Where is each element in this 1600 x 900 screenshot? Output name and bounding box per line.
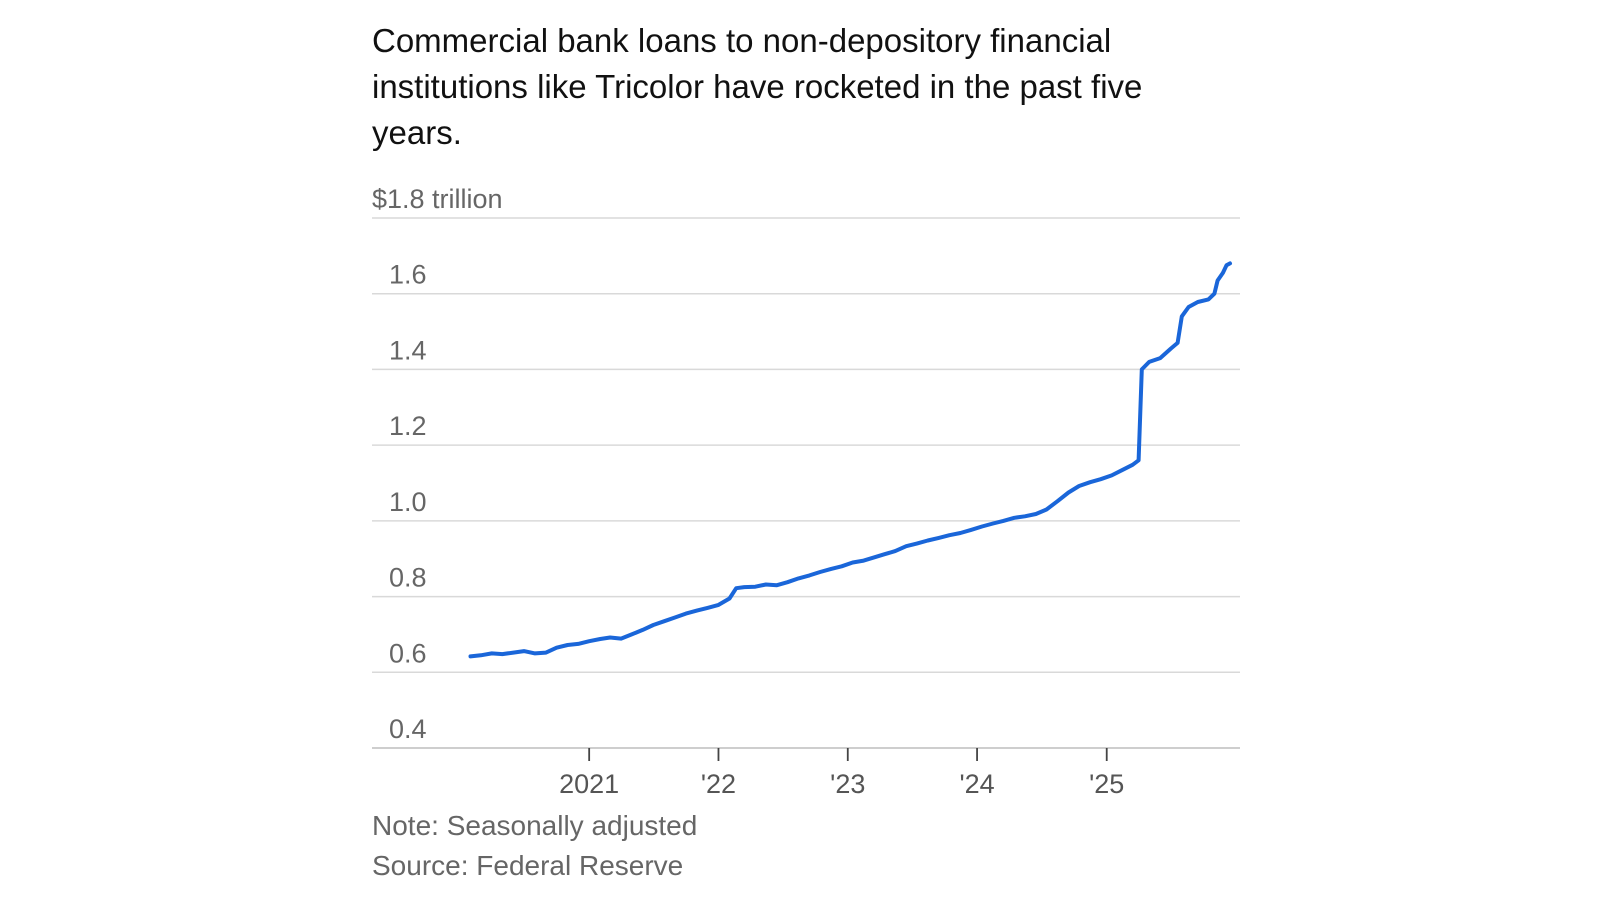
x-tick-label: '22 [701,769,736,799]
y-tick-label: 0.4 [389,714,427,744]
chart-footer: Note: Seasonally adjusted Source: Federa… [372,806,697,886]
series-line-group [468,261,1232,659]
x-tick-label: '25 [1089,769,1124,799]
y-axis-labels: $1.8 trillion 1.6 1.4 1.2 1.0 0.8 0.6 0.4 [372,184,503,744]
x-axis: 2021 '22 '23 '24 '25 [372,747,1240,799]
x-tick-label: '24 [959,769,994,799]
y-tick-label: 1.2 [389,411,427,441]
y-tick-label: 1.6 [389,260,427,290]
chart-source: Source: Federal Reserve [372,850,684,881]
chart-title: Commercial bank loans to non-depository … [372,22,1143,151]
x-tick-label: 2021 [559,769,619,799]
y-tick-label: 0.8 [389,563,427,593]
gridlines [372,217,1240,674]
y-tick-label: 1.0 [389,487,427,517]
y-tick-label: $1.8 trillion [372,184,503,214]
series-line [468,261,1232,659]
chart-note: Note: Seasonally adjusted [372,810,698,841]
y-tick-label: 1.4 [389,335,427,365]
y-tick-label: 0.6 [389,638,427,668]
x-tick-label: '23 [830,769,865,799]
